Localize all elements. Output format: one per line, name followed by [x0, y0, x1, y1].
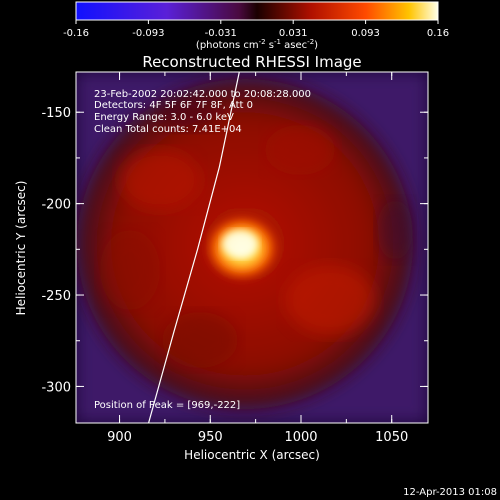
solar-limb-curve — [147, 72, 240, 423]
colorbar-tick-label: -0.16 — [63, 28, 89, 39]
dark-gap-2 — [377, 200, 413, 260]
x-tick-label: 1050 — [375, 430, 408, 445]
colorbar-tick-label: -0.093 — [132, 28, 164, 39]
peak-core — [222, 230, 258, 258]
colorbar-tick-label: -0.031 — [205, 28, 237, 39]
plot-frame — [75, 71, 429, 424]
colorbar: -0.16 -0.093 -0.031 0.031 0.093 0.16 (photons… — [63, 1, 449, 51]
x-axis-label: Heliocentric X (arcsec) — [184, 448, 320, 462]
annotation-detectors: Detectors: 4F 5F 6F 7F 8F, Att 0 — [94, 100, 253, 111]
x-tick-label: 900 — [107, 430, 132, 445]
annotation-time-range: 23-Feb-2002 20:02:42.000 to 20:08:28.000 — [94, 89, 311, 100]
chart-title: Reconstructed RHESSI Image — [142, 53, 361, 71]
source-blob-4 — [162, 312, 238, 368]
y-tick-label: -300 — [41, 380, 71, 395]
y-axis-label: Heliocentric Y (arcsec) — [14, 181, 28, 316]
annotation-clean: Clean Total counts: 7.41E+04 — [94, 124, 242, 135]
annotation-peak-position: Position of Peak = [969,-222] — [94, 400, 240, 411]
y-tick-label: -200 — [41, 198, 71, 213]
colorbar-tick-label: 0.093 — [351, 28, 380, 39]
y-tick-label: -250 — [41, 289, 71, 304]
source-blob-2 — [285, 265, 375, 335]
plot-image — [76, 72, 428, 423]
source-blob-1 — [120, 150, 200, 210]
colorbar-tick-label: 0.16 — [427, 28, 449, 39]
colorbar-units: (photons cm-2 s-1 asec-2) — [196, 38, 318, 51]
annotation-energy: Energy Range: 3.0 - 6.0 keV — [94, 112, 234, 123]
y-tick-label: -150 — [41, 106, 71, 121]
source-blob-3 — [265, 125, 335, 175]
x-tick-label: 950 — [198, 430, 223, 445]
colorbar-gradient — [75, 1, 439, 21]
source-blob-5 — [100, 230, 160, 310]
dark-gap-1 — [160, 99, 220, 131]
colorbar-tick-label: 0.031 — [279, 28, 308, 39]
axis-ticks: 900 950 1000 1050 -150 -200 -250 -300 — [41, 72, 428, 445]
footer-timestamp: 12-Apr-2013 01:08 — [403, 487, 497, 498]
x-tick-label: 1000 — [284, 430, 317, 445]
